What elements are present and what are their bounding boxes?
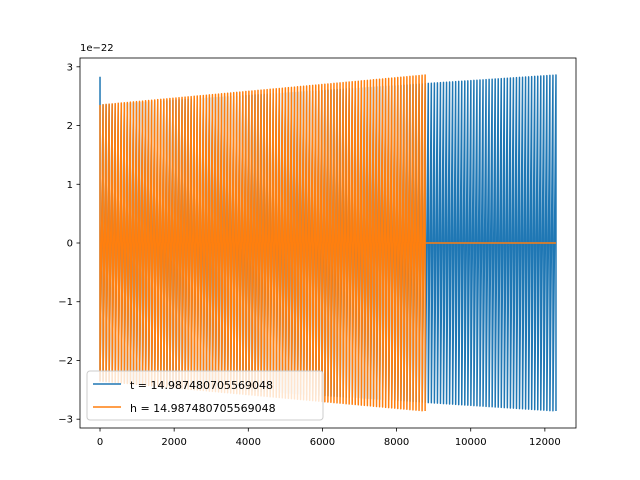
legend-label-h: h = 14.987480705569048 (130, 402, 276, 415)
x-tick-label: 2000 (161, 437, 186, 448)
y-tick-label: −3 (58, 415, 73, 426)
legend[interactable]: t = 14.987480705569048 h = 14.9874807055… (86, 370, 324, 421)
y-tick-label: −2 (58, 356, 73, 367)
x-tick-label: 0 (97, 437, 103, 448)
x-tick-label: 12000 (529, 437, 561, 448)
y-offset-label: 1e−22 (80, 43, 114, 54)
x-tick-label: 4000 (236, 437, 261, 448)
x-tick-label: 10000 (455, 437, 487, 448)
series-line-1 (99, 74, 426, 412)
y-tick-label: 1 (67, 180, 73, 191)
y-tick-label: 0 (67, 239, 73, 250)
x-tick-label: 8000 (384, 437, 409, 448)
y-tick-label: 2 (67, 121, 73, 132)
legend-box (86, 370, 324, 421)
plot-series (99, 74, 557, 412)
legend-label-t: t = 14.987480705569048 (130, 379, 273, 392)
x-tick-label: 6000 (310, 437, 335, 448)
y-tick-label: 3 (67, 62, 73, 73)
x-axis: 0 2000 4000 6000 8000 10000 12000 (97, 428, 561, 448)
y-axis: −3 −2 −1 0 1 2 3 (58, 62, 80, 426)
y-tick-label: −1 (58, 297, 73, 308)
